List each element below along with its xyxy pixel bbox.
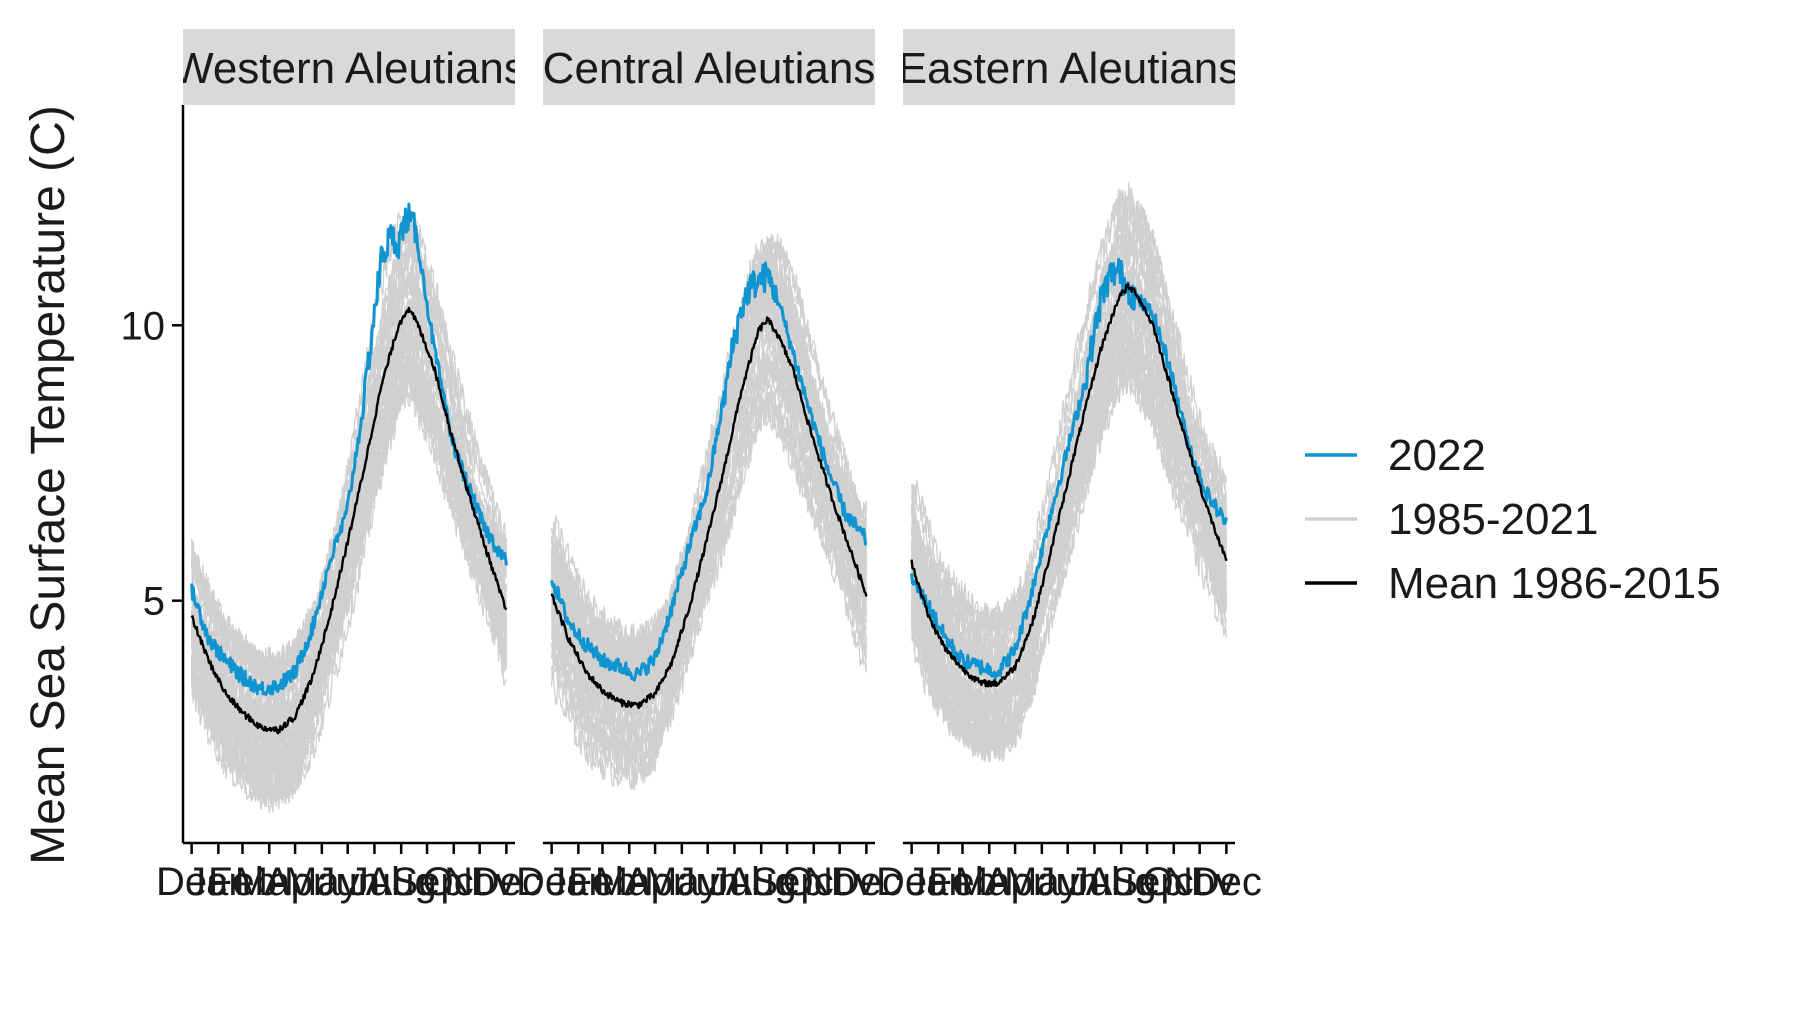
x-tick-label: Sep [751,860,822,904]
x-tick-label: Aug [366,860,437,904]
facet-panels: Western Aleutians Central Aleutians Easter… [172,29,1240,814]
x-tick-label: Sep [1111,860,1182,904]
series-line-mean-1986-2015 [910,282,1228,688]
series-line-1985-2021 [550,233,868,673]
facet-strip-label: Central Aleutians [543,44,876,93]
series-line-1985-2021 [190,367,508,700]
x-tick-label: Jul [1069,860,1120,904]
series-line-1985-2021 [910,292,1228,763]
facet-plot-area [910,181,1228,763]
facet-strip [543,29,875,105]
x-tick-label: Apr [264,860,326,904]
legend-label: Mean 1986-2015 [1388,559,1721,608]
series-line-mean-1986-2015 [550,316,868,710]
legend-label: 2022 [1388,431,1486,480]
x-tick-label: Feb [208,860,277,904]
x-tick-label: Dec [516,860,587,904]
x-tick-label: Jul [709,860,760,904]
x-tick-label: Dec [471,860,542,904]
facet-strip [183,29,515,105]
x-tick-label: Jan [186,860,251,904]
y-tick-label: 10 [121,304,166,348]
series-line-1985-2021 [551,346,868,744]
facet-panel: Eastern Aleutians [898,29,1240,763]
legend: 2022 1985-2021 Mean 1986-2015 [1305,431,1721,608]
facet-strip-label: Western Aleutians [172,44,526,93]
x-tick-label: Nov [444,860,515,904]
x-tick-label: Dec [831,860,902,904]
series-line-1985-2021 [910,324,1228,739]
series-line-1985-2021 [190,372,508,680]
x-tick-label: Jul [349,860,400,904]
y-tick-label: 5 [143,580,165,624]
facet-plot-area [550,233,868,791]
x-tick-label: Oct [783,860,845,904]
series-line-1985-2021 [190,266,508,780]
facet-strip-label: Eastern Aleutians [898,44,1240,93]
x-tick-label: Mar [595,860,664,904]
x-tick-label: Dec [156,860,227,904]
x-tick-label: Aug [1086,860,1157,904]
x-tick-label: Nov [804,860,875,904]
x-tick-label: Nov [1164,860,1235,904]
x-tick-label: Oct [1143,860,1205,904]
x-tick-label: Mar [235,860,304,904]
x-tick-label: Jan [906,860,971,904]
series-line-1985-2021 [190,299,508,769]
x-tick-label: Dec [1191,860,1262,904]
facet-plot-area [190,202,508,814]
x-tick-label: May [284,860,360,904]
series-line-1985-2021 [550,317,868,726]
x-tick-label: Aug [726,860,797,904]
y-axis-title: Mean Sea Surface Temperature (C) [22,105,75,864]
series-line-1985-2021 [910,181,1228,647]
legend-label: 1985-2021 [1388,495,1598,544]
series-line-2022 [550,261,868,682]
x-tick-label: May [1004,860,1080,904]
x-tick-label: Sep [391,860,462,904]
x-tick-label: Apr [984,860,1046,904]
axes-layer: DecJanFebMarAprMayJunJulAugSepOctNovDecD… [121,105,1262,904]
x-tick-label: Feb [568,860,637,904]
x-tick-label: Jan [546,860,611,904]
facet-panel: Central Aleutians [543,29,876,791]
x-tick-label: Mar [955,860,1024,904]
x-tick-label: May [644,860,720,904]
x-tick-label: Apr [624,860,686,904]
series-line-1985-2021 [910,357,1228,680]
series-line-mean-1986-2015 [190,306,508,735]
x-tick-label: Oct [423,860,485,904]
x-tick-label: Feb [928,860,997,904]
x-tick-label: Jun [315,860,380,904]
facet-panel: Western Aleutians [172,29,526,814]
x-tick-label: Jun [1035,860,1100,904]
x-tick-label: Dec [876,860,947,904]
series-line-1985-2021 [910,294,1228,720]
x-tick-label: Jun [675,860,740,904]
facet-strip [903,29,1235,105]
